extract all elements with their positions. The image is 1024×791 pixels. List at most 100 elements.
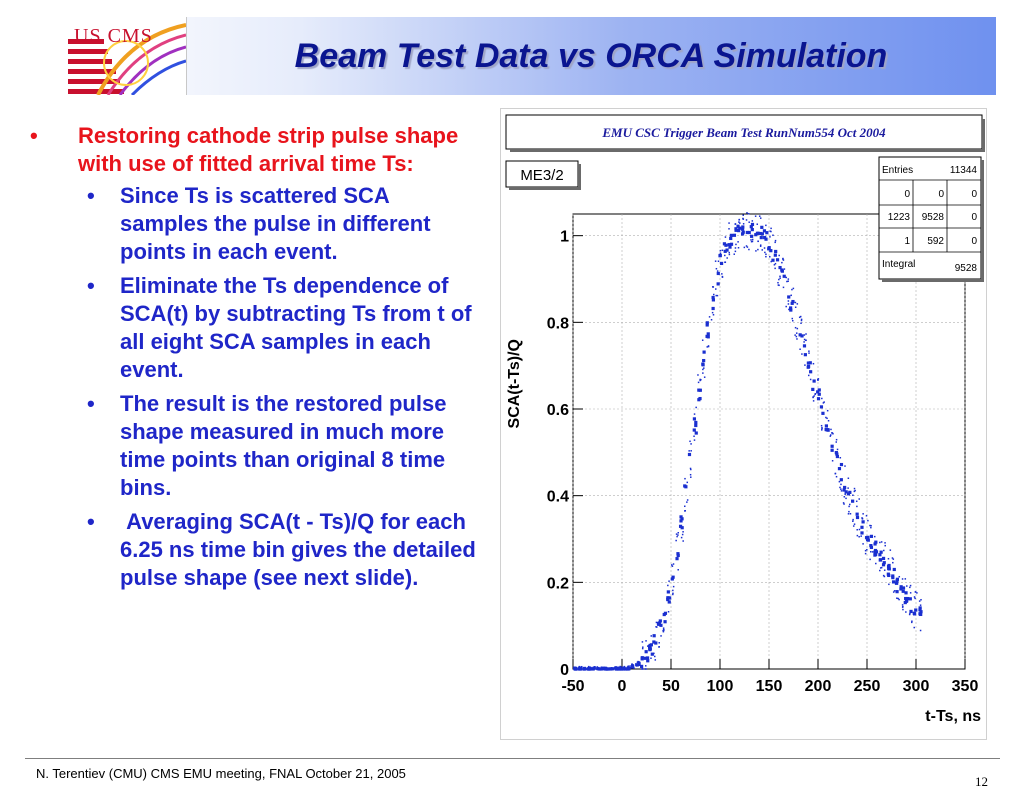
data-point — [808, 361, 812, 365]
data-point — [843, 485, 847, 490]
data-point — [891, 557, 894, 559]
data-point — [808, 350, 810, 352]
data-point — [881, 556, 886, 561]
data-point — [761, 249, 764, 251]
data-point — [909, 592, 912, 594]
data-point — [682, 531, 684, 533]
data-point — [728, 245, 732, 249]
data-point — [901, 604, 904, 606]
data-point — [870, 526, 872, 529]
bullet-symbol: • — [87, 273, 95, 298]
data-point — [902, 605, 904, 608]
data-point — [891, 574, 895, 578]
data-point — [853, 490, 856, 493]
data-point — [722, 242, 727, 246]
data-point — [804, 364, 806, 366]
data-point — [846, 492, 851, 496]
data-point — [835, 475, 838, 478]
data-point — [864, 549, 867, 552]
data-point — [897, 597, 899, 600]
data-point — [791, 288, 793, 291]
data-point — [596, 666, 599, 668]
data-point — [806, 365, 810, 369]
data-point — [794, 301, 797, 304]
data-point — [887, 557, 890, 560]
data-point — [654, 641, 658, 645]
data-point — [729, 233, 733, 237]
data-point — [879, 550, 883, 554]
data-point — [741, 230, 745, 234]
data-point — [773, 253, 777, 257]
plot-panel: EMU CSC Trigger Beam Test RunNum554 Oct … — [500, 108, 987, 740]
data-point — [920, 598, 922, 601]
data-point — [800, 319, 803, 322]
stats-cell: 0 — [938, 189, 944, 200]
data-point — [650, 657, 652, 659]
data-point — [644, 665, 647, 667]
data-point — [706, 332, 710, 336]
data-point — [675, 539, 677, 542]
data-point — [725, 248, 729, 252]
y-axis-label: SCA(t-Ts)/Q — [506, 339, 523, 428]
data-point — [703, 367, 705, 369]
data-point — [712, 286, 715, 288]
footer-text: N. Terentiev (CMU) CMS EMU meeting, FNAL… — [36, 766, 406, 781]
data-point — [786, 280, 788, 283]
data-point — [652, 640, 656, 644]
bullet-symbol: • — [87, 183, 95, 208]
plot-area — [572, 213, 966, 670]
data-point — [584, 666, 586, 669]
x-tick-label: -50 — [561, 678, 584, 695]
data-point — [745, 219, 748, 221]
data-point — [765, 255, 767, 258]
data-point — [672, 563, 675, 565]
data-point — [874, 552, 878, 556]
data-point — [891, 580, 896, 584]
data-point — [835, 454, 840, 459]
y-tick-label: 0.6 — [547, 402, 569, 419]
data-point — [692, 417, 697, 421]
data-point — [627, 666, 631, 670]
data-point — [667, 610, 670, 613]
data-point — [724, 254, 726, 257]
pulse-shape-plot: EMU CSC Trigger Beam Test RunNum554 Oct … — [505, 114, 985, 725]
data-point — [901, 578, 904, 580]
data-point — [671, 565, 674, 567]
data-point — [861, 520, 865, 524]
data-point — [869, 534, 874, 538]
data-point — [831, 432, 834, 434]
data-point — [854, 489, 856, 492]
data-point — [880, 541, 883, 543]
data-point — [728, 222, 730, 224]
data-point — [759, 244, 762, 246]
stats-integral-label: Integral — [882, 259, 915, 270]
data-point — [870, 524, 872, 527]
data-point — [672, 589, 674, 592]
data-point — [684, 505, 686, 508]
data-point — [867, 519, 869, 522]
data-point — [778, 278, 780, 281]
data-point — [690, 450, 692, 452]
data-point — [670, 564, 673, 566]
data-point — [641, 641, 644, 643]
data-point — [914, 608, 918, 612]
data-point — [757, 240, 759, 242]
data-point — [800, 322, 802, 325]
data-point — [718, 254, 722, 258]
data-point — [788, 306, 793, 310]
data-point — [904, 596, 908, 601]
data-point — [778, 254, 780, 257]
y-tick-label: 1 — [560, 229, 569, 246]
data-point — [799, 348, 801, 350]
title-banner — [68, 17, 996, 95]
data-point — [689, 467, 692, 470]
data-point — [687, 452, 692, 457]
data-point — [911, 621, 913, 624]
data-point — [816, 390, 820, 394]
data-point — [592, 666, 596, 670]
data-point — [844, 493, 846, 495]
data-point — [852, 518, 854, 521]
data-point — [663, 629, 665, 631]
data-point — [864, 552, 867, 555]
y-tick-label: 0.2 — [547, 575, 569, 592]
